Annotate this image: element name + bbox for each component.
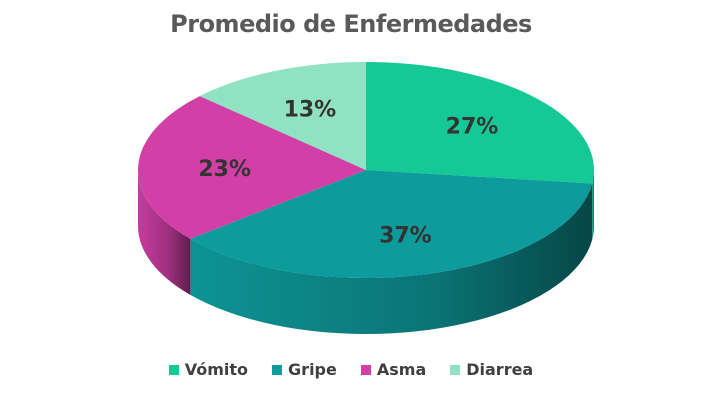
- chart-title: Promedio de Enfermedades: [170, 10, 532, 38]
- data-label-asma: 23%: [198, 157, 251, 182]
- chart-legend: Vómito Gripe Asma Diarrea: [0, 360, 702, 379]
- pie-side-shade-vomito: [592, 170, 594, 240]
- pie-labels: 27% 37% 23% 13%: [198, 98, 498, 249]
- legend-item-vomito: Vómito: [168, 360, 249, 379]
- legend-item-gripe: Gripe: [272, 360, 337, 379]
- legend-swatch: [360, 364, 371, 375]
- pie-slice-diarrea: [199, 62, 366, 170]
- legend-item-diarrea: Diarrea: [450, 360, 533, 379]
- pie-tops: [138, 62, 594, 278]
- legend-item-asma: Asma: [360, 360, 427, 379]
- legend-swatch: [168, 364, 179, 375]
- pie-side-shade-asma: [138, 170, 191, 295]
- data-label-gripe: 37%: [379, 223, 432, 248]
- legend-label: Vómito: [184, 360, 249, 379]
- data-label-vomito: 27%: [446, 115, 499, 140]
- legend-label: Gripe: [288, 360, 337, 379]
- pie-slice-gripe: [190, 170, 593, 278]
- legend-label: Diarrea: [466, 360, 534, 379]
- legend-swatch: [450, 364, 461, 375]
- data-label-diarrea: 13%: [284, 98, 337, 123]
- legend-label: Asma: [376, 360, 427, 379]
- legend-swatch: [272, 364, 283, 375]
- pie-slice-vomito: [366, 62, 594, 184]
- pie-side-shade-gripe: [190, 183, 593, 334]
- pie-sides: [138, 170, 594, 334]
- pie-slice-asma: [138, 96, 366, 239]
